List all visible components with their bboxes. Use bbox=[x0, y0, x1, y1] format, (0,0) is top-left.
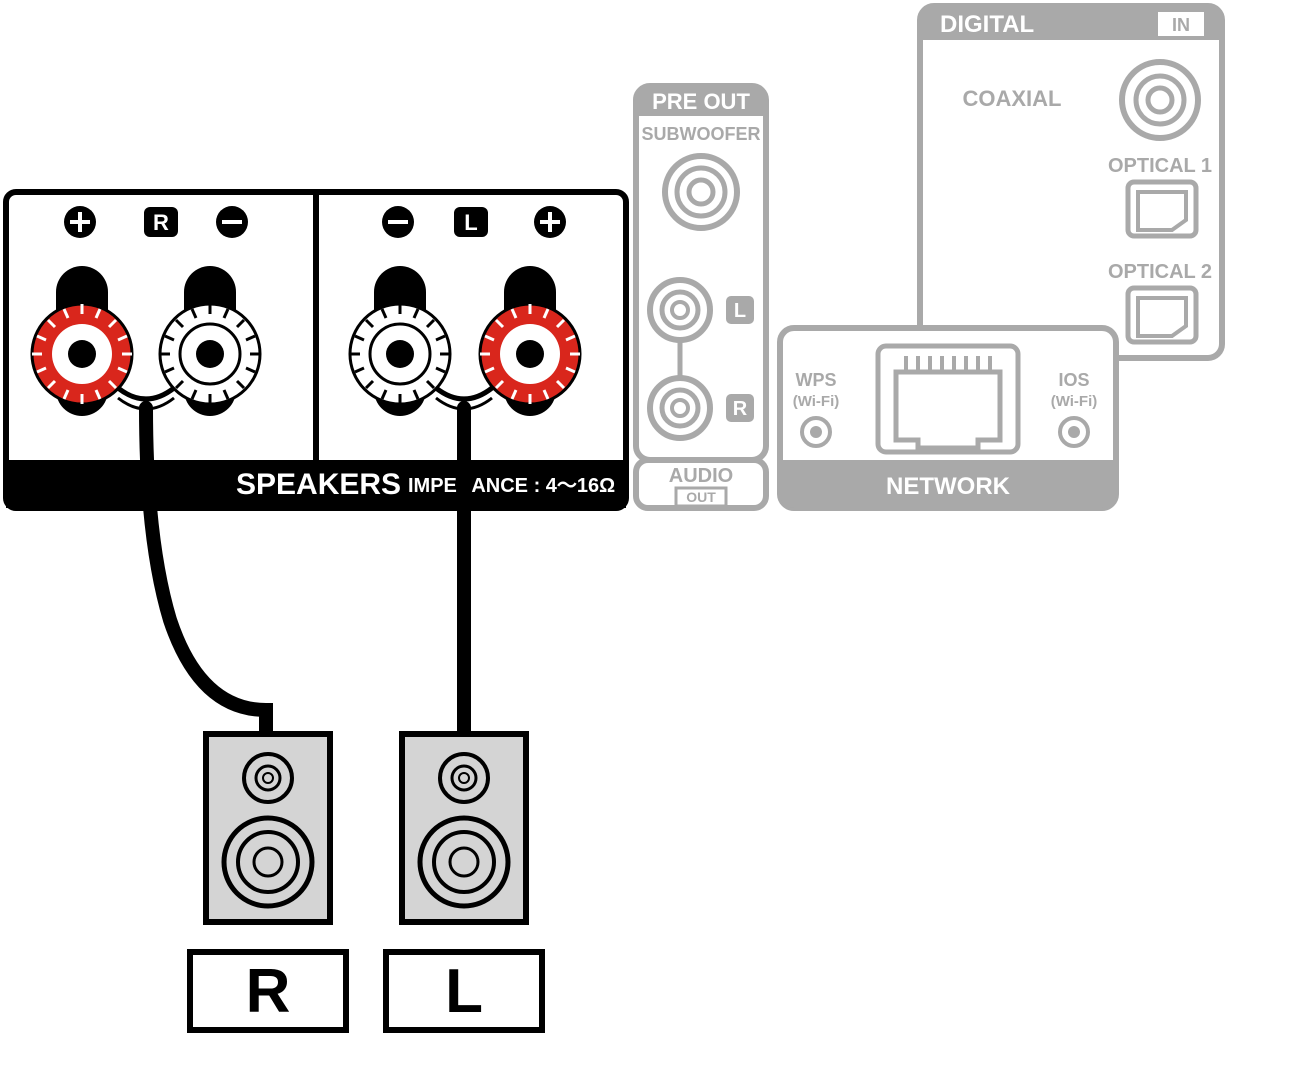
ios-label: IOS bbox=[1058, 370, 1089, 390]
diagram-canvas: SPEAKERS IMPEDANCE : 4～16Ω R L bbox=[0, 0, 1302, 1085]
wps-label: WPS bbox=[795, 370, 836, 390]
binding-post-l-plus bbox=[480, 266, 580, 416]
speakers-panel: SPEAKERS IMPEDANCE : 4～16Ω R L bbox=[6, 192, 626, 508]
pre-out-title: PRE OUT bbox=[652, 89, 750, 114]
speakers-l-label: L bbox=[464, 210, 477, 235]
ios-wifi: (Wi-Fi) bbox=[1051, 393, 1098, 410]
speakers-l-header: L bbox=[382, 206, 566, 238]
pre-out-panel: PRE OUT SUBWOOFER L R bbox=[636, 86, 766, 460]
speaker-r-label: R bbox=[246, 957, 291, 1026]
speakers-r-header: R bbox=[64, 206, 248, 238]
wps-wifi: (Wi-Fi) bbox=[793, 393, 840, 410]
optical1-label: OPTICAL 1 bbox=[1108, 155, 1212, 177]
pre-out-subwoofer: SUBWOOFER bbox=[642, 124, 761, 144]
digital-in: IN bbox=[1172, 15, 1190, 35]
speaker-l-icon bbox=[402, 734, 526, 922]
speaker-r-icon bbox=[206, 734, 330, 922]
pre-out-l: L bbox=[734, 300, 746, 322]
speakers-impedance: IMPEDANCE : 4～16Ω bbox=[408, 475, 615, 497]
audio-label: AUDIO bbox=[669, 465, 733, 487]
pre-out-r: R bbox=[733, 398, 748, 420]
network-panel: NETWORK WPS (Wi-Fi) IOS (Wi-Fi) bbox=[780, 328, 1116, 508]
coaxial-label: COAXIAL bbox=[963, 86, 1062, 111]
optical2-label: OPTICAL 2 bbox=[1108, 261, 1212, 283]
digital-title: DIGITAL bbox=[940, 11, 1034, 38]
speakers-title: SPEAKERS bbox=[236, 468, 401, 501]
digital-panel: DIGITAL IN COAXIAL OPTICAL 1 OPTICAL 2 bbox=[920, 6, 1222, 358]
audio-out-panel: AUDIO OUT bbox=[636, 460, 766, 508]
speaker-cables bbox=[146, 408, 464, 734]
binding-post-r-minus bbox=[160, 266, 260, 416]
speaker-l-label: L bbox=[445, 957, 483, 1026]
speakers-r-label: R bbox=[153, 210, 169, 235]
binding-post-l-minus bbox=[350, 266, 450, 416]
network-title: NETWORK bbox=[886, 473, 1011, 500]
audio-out-label: OUT bbox=[686, 489, 716, 505]
binding-post-r-plus bbox=[32, 266, 132, 416]
